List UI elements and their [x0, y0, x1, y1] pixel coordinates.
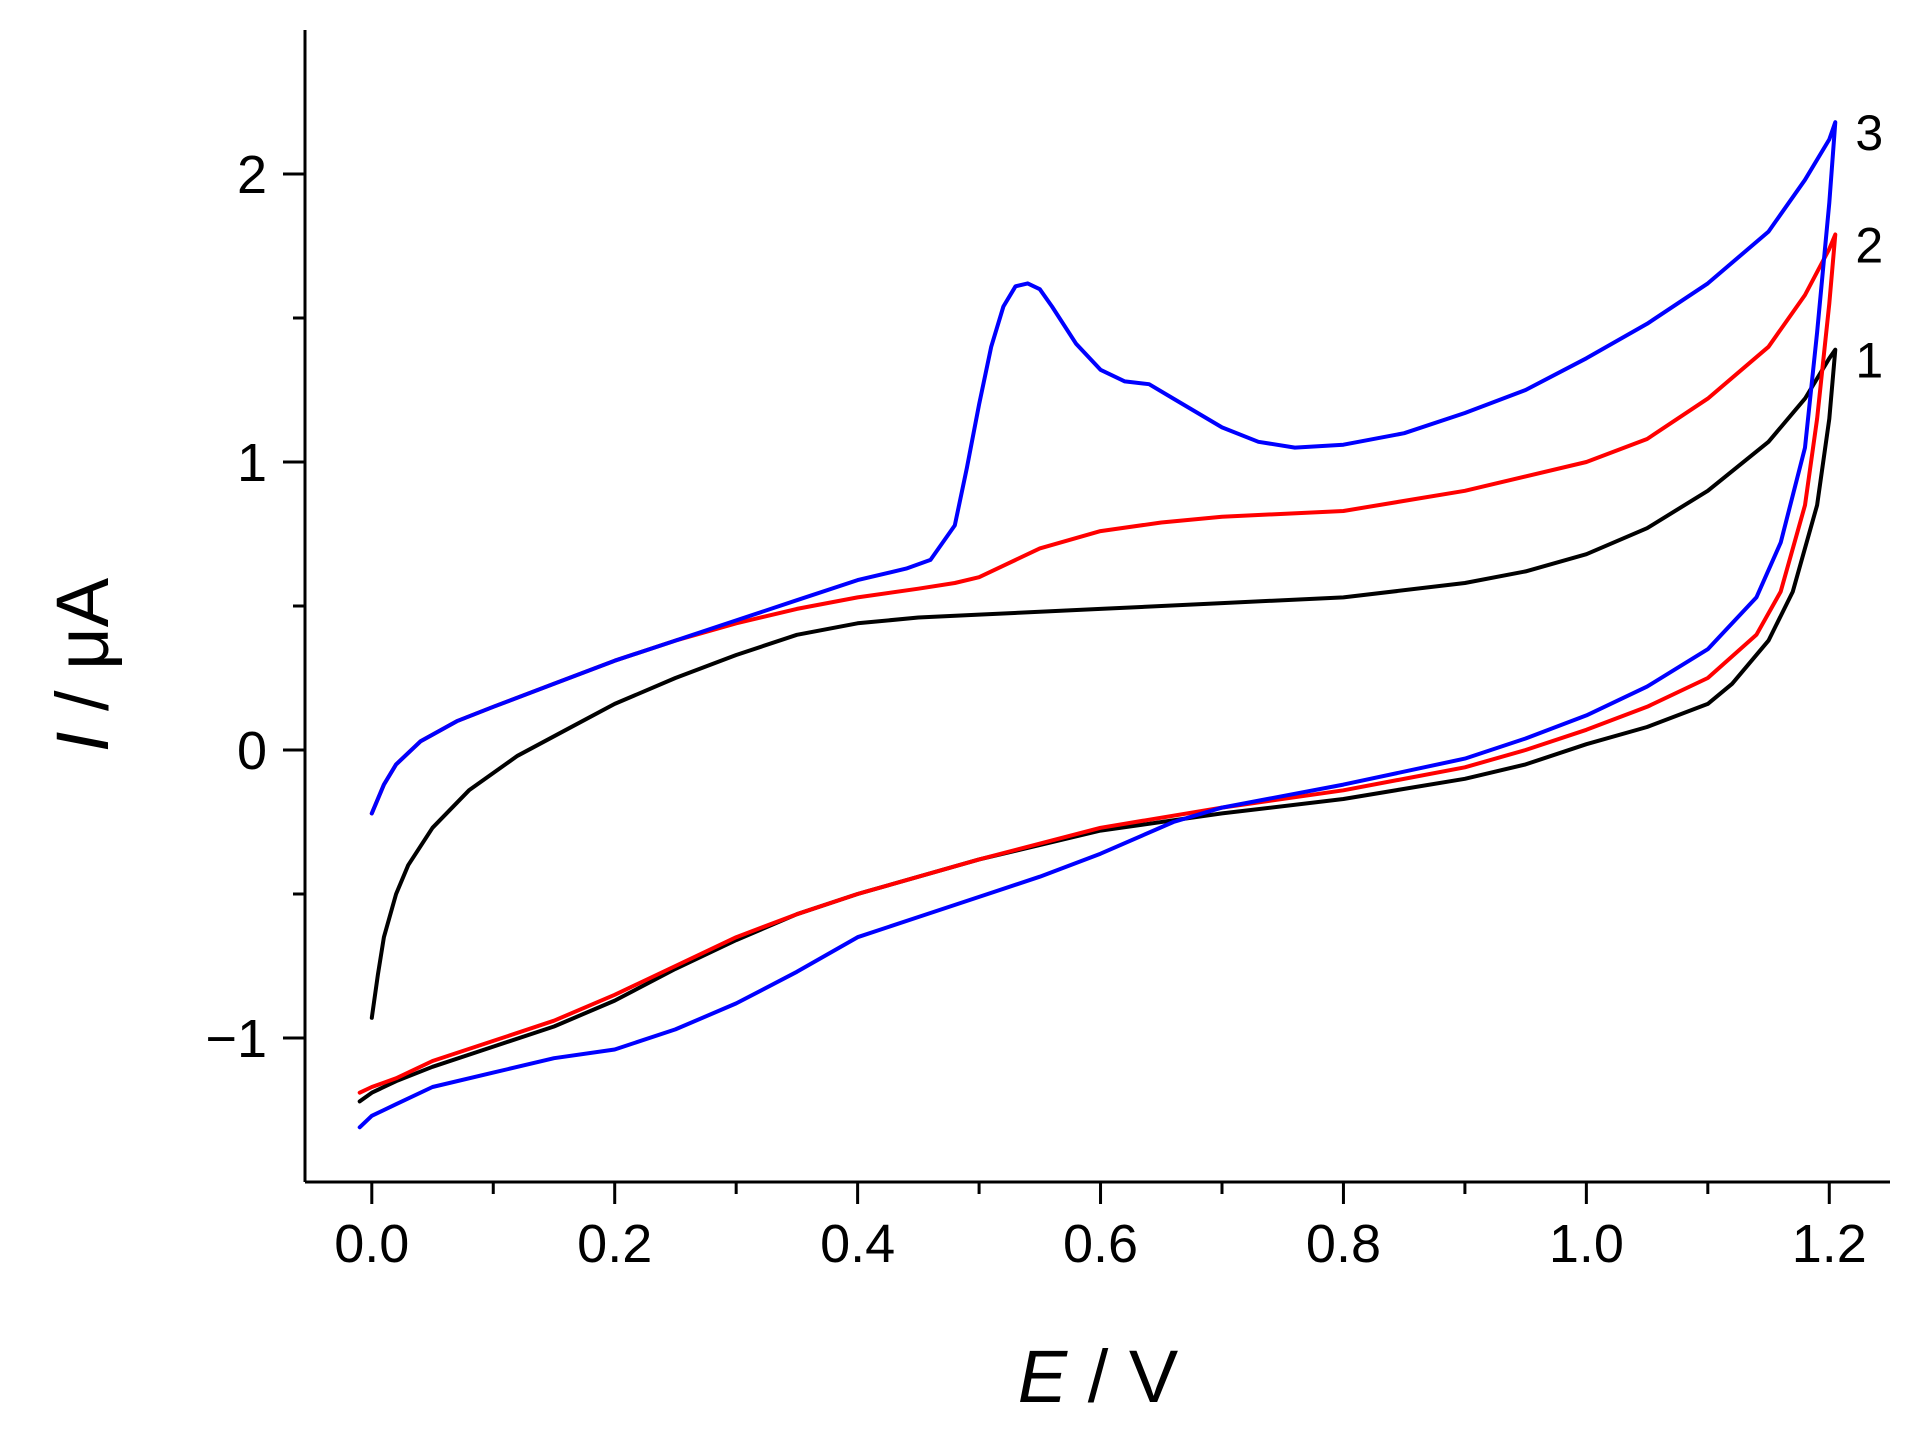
x-tick-label: 0.8 — [1306, 1214, 1381, 1274]
y-axis-unit: / μA — [41, 577, 124, 731]
curve-labels: 1 2 3 — [1855, 105, 1883, 389]
y-tick-label: 0 — [237, 721, 267, 781]
x-axis-title: E / V — [1018, 1335, 1179, 1418]
curve-3-label: 3 — [1855, 105, 1883, 161]
curve-1-label: 1 — [1855, 333, 1883, 389]
curve-1-line — [357, 347, 1838, 1104]
axes: 0.0 0.2 0.4 0.6 0.8 1.0 1.2 −1 0 1 2 — [205, 30, 1890, 1274]
x-tick-label: 0.6 — [1063, 1214, 1138, 1274]
x-axis-variable: E — [1018, 1335, 1069, 1418]
y-axis-title: I / μA — [41, 577, 124, 752]
curves — [357, 120, 1838, 1130]
x-tick-label: 1.2 — [1792, 1214, 1867, 1274]
x-axis-unit: / V — [1067, 1335, 1179, 1418]
curve-2-line — [357, 232, 1838, 1095]
y-axis-variable: I — [41, 732, 124, 753]
x-tick-label: 0.0 — [334, 1214, 409, 1274]
x-tick-label: 0.2 — [577, 1214, 652, 1274]
y-tick-label: −1 — [205, 1009, 267, 1069]
y-tick-label: 2 — [237, 145, 267, 205]
curve-2-label: 2 — [1855, 217, 1883, 273]
curve-3-line — [357, 120, 1838, 1130]
x-tick-label: 1.0 — [1549, 1214, 1624, 1274]
y-tick-label: 1 — [237, 433, 267, 493]
x-tick-label: 0.4 — [820, 1214, 895, 1274]
